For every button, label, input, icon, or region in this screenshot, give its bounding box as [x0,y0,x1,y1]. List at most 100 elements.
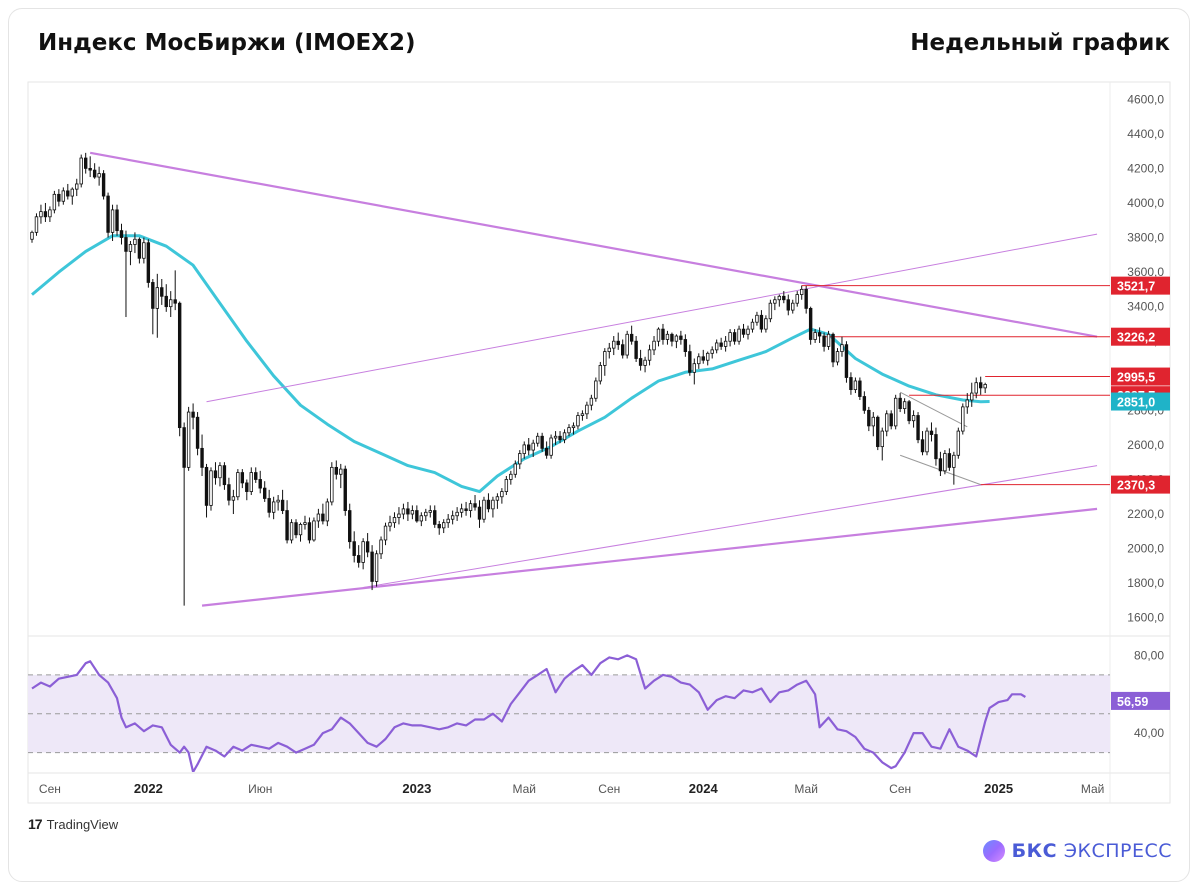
candle-body [688,351,692,373]
candle-body [710,349,714,354]
candle [612,336,616,356]
candle-body [746,328,750,335]
candle-body [245,482,249,492]
candle [361,538,365,570]
candle [204,463,209,518]
candle-body [43,211,48,218]
candle [473,495,477,511]
candle [858,377,862,400]
candle [961,403,965,435]
bks-brand-rest: ЭКСПРЕСС [1063,840,1172,862]
candle [495,493,500,509]
candle [746,325,750,340]
candle [334,460,338,480]
rsi-line-path [31,654,1026,772]
candle-body [943,453,947,472]
candle [137,237,142,264]
candle-body [437,524,441,529]
candle [777,294,782,307]
candle [782,291,786,304]
candle [245,479,249,501]
candle-body [817,332,822,337]
candle-body [101,173,106,197]
candle [616,332,620,350]
time-axis[interactable]: Сен 2022 Июн 2023 Май Сен 2024 Май Сен 2025 Май [39,781,1104,796]
candle-body [683,339,688,352]
candle [79,154,83,188]
candle [450,510,455,525]
candle-body [831,333,835,363]
candle-body [629,333,634,342]
tradingview-label: TradingView [46,816,119,832]
candle-body [433,510,437,525]
candle [186,406,191,471]
candle-body [808,307,813,340]
candle [133,232,137,254]
candle [200,434,204,477]
candle-body [728,332,732,342]
candle-body [764,318,768,330]
candle-body [692,363,696,373]
candle-body [204,466,209,506]
trendlines [89,151,1098,607]
candle-body [464,508,468,511]
candle-body [119,230,124,238]
tradingview-logo[interactable]: 17 TradingView [28,816,118,832]
candle-body [835,351,840,363]
trendline [201,507,1098,607]
price-axis[interactable]: 4600,0 4400,0 4200,0 4000,0 3800,0 3600,0 3400… [1127,92,1164,624]
candle-body [164,295,168,308]
candle-body [876,416,880,448]
candle [553,431,558,445]
candle-body [907,401,911,422]
candle [48,206,52,222]
price-tick-label: 3600,0 [1127,265,1164,279]
candle [598,361,603,385]
candle-body [128,244,133,252]
candle-body [240,472,245,484]
chart-subtitle: Недельный график [910,30,1170,56]
candle [773,296,777,311]
candle-body [898,397,902,410]
time-tick-label: Сен [39,782,61,796]
candle [209,467,213,511]
candle-body [57,193,61,202]
candle [182,422,186,606]
candle [231,489,236,515]
candle [30,230,34,243]
candle [146,239,151,288]
candle-body [603,351,607,366]
candle [155,273,159,338]
candle [706,351,710,366]
candle [844,341,849,383]
candle [643,356,647,373]
candle [558,431,562,444]
candle [513,460,517,478]
candle [943,450,947,475]
candle-body [160,287,164,297]
candle-body [249,472,253,492]
candle-body [522,444,526,454]
candle-body [773,299,777,304]
candle-body [567,427,571,434]
candle [39,204,43,224]
candle-body [209,470,213,506]
candle-body [840,344,844,352]
candle-body [777,295,782,301]
candle-body [598,365,603,382]
candle-body [741,328,746,335]
candle [222,462,227,490]
candle [898,393,902,413]
candle-body [558,435,562,441]
rsi-axis[interactable]: 80,00 40,00 56,59 [1111,648,1170,740]
candle-body [518,453,522,465]
candle-body [352,541,356,556]
bks-logo[interactable]: БКС ЭКСПРЕСС [982,840,1172,862]
candle-body [459,508,464,513]
candle [43,202,48,222]
candle-body [553,435,558,439]
candle [692,358,696,385]
candle-body [585,404,589,415]
candle-body [929,430,934,435]
